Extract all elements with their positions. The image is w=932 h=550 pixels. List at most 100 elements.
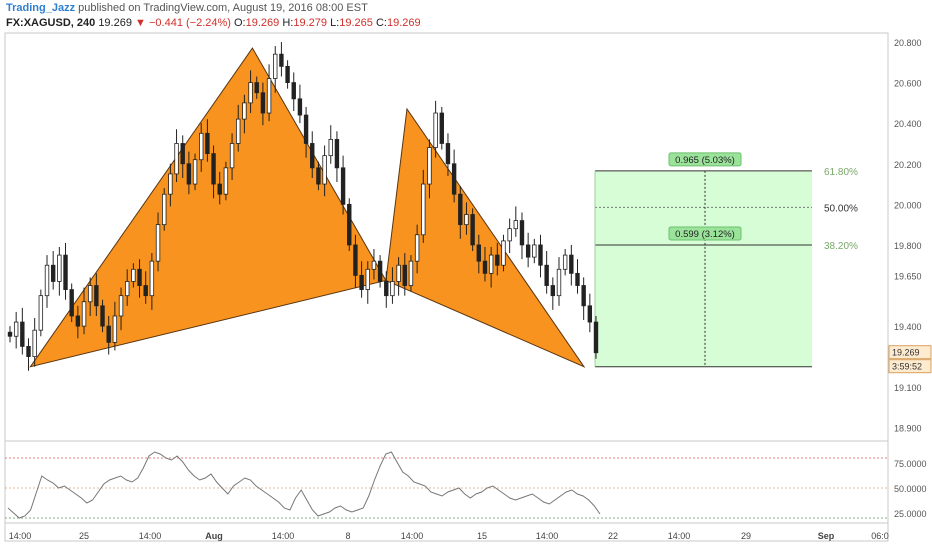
price-chart[interactable]: 0.965 (5.03%) 61.80% 50.00% 0.599 (3.12%) 38… — [0, 30, 932, 550]
candle-body — [488, 254, 494, 274]
price-axis-label: 20.600 — [894, 79, 922, 89]
candle-body — [316, 167, 321, 185]
candle-body — [131, 268, 136, 282]
author-link[interactable]: Trading_Jazz — [6, 2, 76, 14]
candle-body — [408, 260, 414, 286]
price-tags: 19.269 3:59:52 — [888, 345, 932, 374]
publication-line: Trading_Jazz published on TradingView.co… — [6, 2, 368, 14]
candle-body — [217, 183, 222, 195]
price-axis-label: 20.000 — [894, 200, 922, 210]
candle-body — [199, 132, 204, 161]
low-value: 19.265 — [339, 17, 373, 29]
candle-body — [180, 143, 185, 165]
time-axis-label: 22 — [608, 531, 618, 541]
time-axis-label: Sep — [818, 531, 835, 541]
candle-body — [476, 244, 481, 262]
candle-body — [458, 193, 463, 226]
candle-body — [242, 102, 247, 120]
candle-body — [69, 289, 74, 317]
candle-body — [482, 260, 488, 274]
time-axis: 14:00 25 14:00 Aug 14:00 8 14:00 15 14:00 22 14:00… — [9, 531, 889, 541]
candle-body — [186, 163, 192, 185]
candle-body — [328, 139, 333, 157]
close-value: 19.269 — [386, 17, 421, 29]
candle-body — [562, 254, 568, 270]
candle-body — [75, 315, 81, 327]
time-axis-label: 06:0 — [871, 531, 889, 541]
candle-body — [544, 264, 549, 286]
candle-body — [87, 285, 93, 303]
candle-body — [322, 155, 327, 185]
candle-body — [421, 183, 426, 236]
candle-body — [149, 260, 155, 297]
candle-body — [279, 53, 284, 67]
fib-level-label: 61.80% — [824, 167, 858, 178]
target-value-box — [668, 152, 742, 167]
candle-body — [310, 143, 315, 169]
price-axis-label: 20.800 — [894, 38, 922, 48]
candle-body — [7, 331, 13, 337]
candle-body — [174, 143, 179, 175]
chart-header: Trading_Jazz published on TradingView.co… — [0, 0, 932, 30]
candle-body — [81, 301, 87, 327]
candle-body — [507, 228, 512, 242]
chart-frame — [4, 32, 889, 542]
published-text: published on TradingView.com, August 19,… — [78, 2, 368, 14]
candle-body — [439, 112, 444, 144]
harmonic-pattern[interactable] — [29, 47, 586, 368]
candle-body — [254, 82, 259, 94]
close-label: C: — [375, 17, 387, 29]
candle-body — [347, 203, 352, 246]
open-label: O: — [234, 17, 246, 29]
target-value-box — [668, 226, 742, 241]
price-axis-label: 19.100 — [894, 383, 922, 393]
candle-body — [229, 143, 235, 169]
candle-body — [384, 281, 389, 297]
price-axis-label: 19.400 — [894, 322, 922, 332]
candle-body — [495, 254, 500, 266]
target-value-label: 0.965 (5.03%) — [675, 155, 735, 166]
time-axis-label: 8 — [345, 531, 350, 541]
candle-body — [550, 285, 556, 297]
oscillator-line — [7, 451, 601, 519]
candle-body — [211, 153, 216, 185]
countdown-tag: 3:59:52 — [892, 362, 922, 372]
down-arrow-icon: ▼ — [135, 17, 146, 29]
price-axis-label: 19.800 — [894, 241, 922, 251]
price-axis: 20.800 20.600 20.400 20.200 20.000 19.800 19.6… — [894, 38, 922, 434]
candle-body — [223, 167, 229, 195]
candle-body — [353, 244, 358, 276]
symbol-line: FX:XAGUSD, 240 19.269 ▼ −0.441 (−2.24%) … — [6, 17, 421, 29]
candle-body — [112, 315, 118, 343]
target-projection[interactable] — [594, 170, 812, 368]
candle-body — [44, 264, 50, 297]
candle-body — [303, 114, 309, 144]
last-price-tag: 19.269 — [892, 348, 920, 358]
price-change: −0.441 (−2.24%) — [148, 17, 231, 29]
symbol-label[interactable]: FX:XAGUSD, 240 — [6, 17, 96, 29]
time-axis-label: 14:00 — [536, 531, 559, 541]
candle-body — [26, 346, 31, 357]
last-price-tag-box — [888, 345, 932, 360]
candle-body — [57, 254, 62, 282]
price-axis-label: 19.650 — [894, 271, 922, 281]
low-label: L: — [330, 17, 340, 29]
pattern-right-triangle — [385, 107, 586, 368]
candle-body — [445, 143, 451, 165]
candle-body — [377, 260, 383, 282]
candle-body — [297, 98, 303, 116]
candle-body — [291, 82, 296, 100]
oscillator-axis-label: 75.0000 — [894, 459, 927, 469]
oscillator-axis-label: 50.0000 — [894, 484, 927, 494]
candle-body — [50, 264, 56, 282]
candle-body — [13, 321, 19, 337]
fib-level-label: 50.00% — [824, 203, 858, 214]
open-value: 19.269 — [245, 17, 280, 29]
candle-body — [38, 295, 44, 331]
candle-body — [593, 321, 599, 354]
candle-body — [390, 281, 395, 297]
target-zone — [595, 170, 812, 367]
candle-body — [94, 285, 99, 307]
candle-body — [371, 260, 377, 270]
time-axis-label: 14:00 — [139, 531, 162, 541]
